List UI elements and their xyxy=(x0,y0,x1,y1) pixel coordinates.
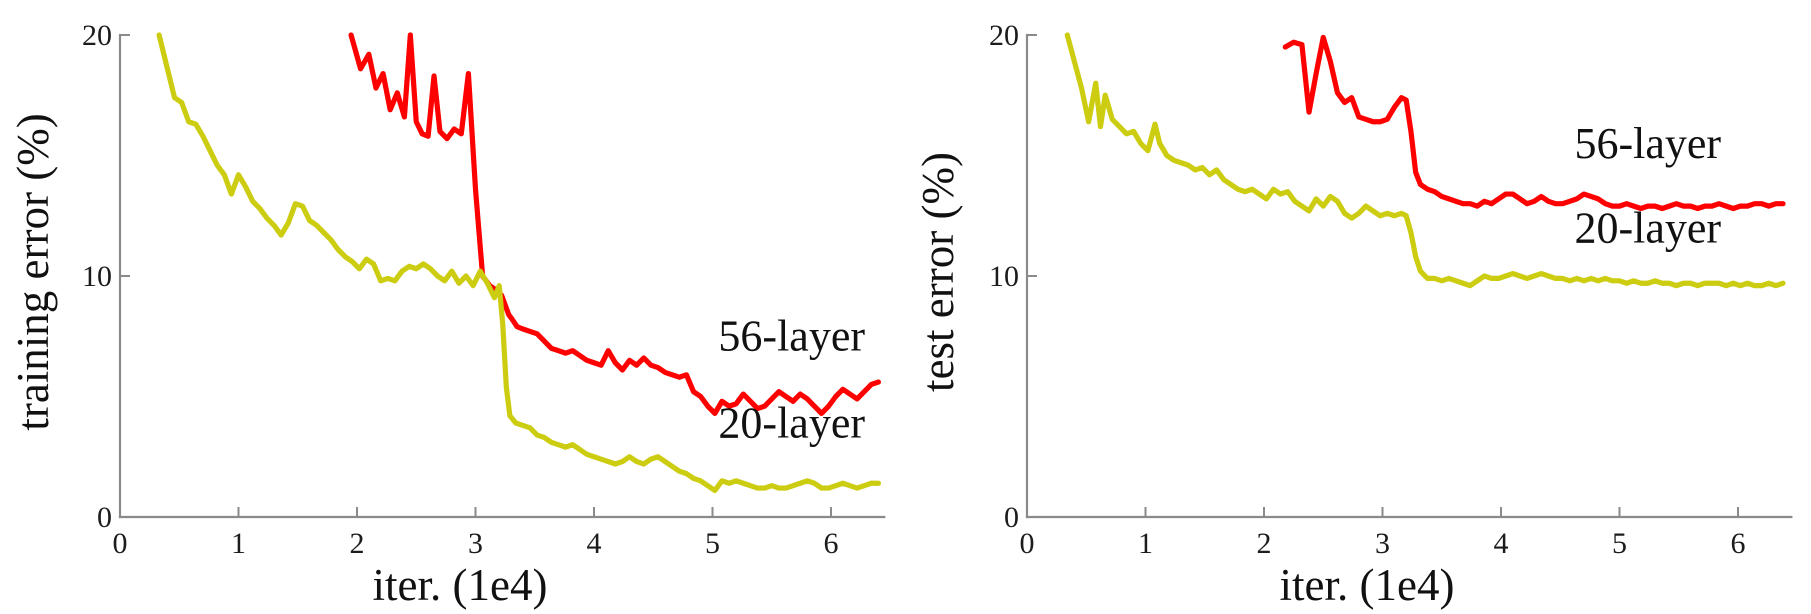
y-tick-label: 0 xyxy=(97,501,112,534)
x-axis-title: iter. (1e4) xyxy=(1280,560,1455,610)
x-tick-label: 2 xyxy=(350,527,365,560)
y-tick-label: 10 xyxy=(82,260,112,293)
x-tick-label: 3 xyxy=(468,527,483,560)
x-axis-title: iter. (1e4) xyxy=(373,560,548,610)
y-axis-title: test error (%) xyxy=(913,152,963,392)
y-tick-label: 20 xyxy=(82,19,112,52)
training-error-chart: 0 10 20 0 1 2 3 4 5 6 56-layer 20-layer iter. (1e4) t… xyxy=(8,19,886,610)
test-error-chart: 0 10 20 0 1 2 3 4 5 6 56-layer 20-layer iter. (1e4) t… xyxy=(913,19,1793,610)
training-error-panel: 0 10 20 0 1 2 3 4 5 6 56-layer 20-layer iter. (1e4) t… xyxy=(0,0,905,614)
x-tick-label: 4 xyxy=(1494,527,1509,560)
x-tick-label: 6 xyxy=(1731,527,1746,560)
series-line-20-layer xyxy=(156,32,881,494)
series-line-56-layer xyxy=(348,32,881,416)
x-tick-label: 5 xyxy=(705,527,720,560)
y-axis-title: training error (%) xyxy=(8,113,58,430)
x-tick-label: 0 xyxy=(113,527,128,560)
y-tick-label: 20 xyxy=(989,19,1019,52)
series-annotation-56-layer: 56-layer xyxy=(1574,119,1721,168)
x-tick-label: 1 xyxy=(1138,527,1153,560)
x-tick-label: 2 xyxy=(1257,527,1272,560)
x-tick-label: 0 xyxy=(1020,527,1035,560)
series-line-56-layer xyxy=(1282,34,1786,212)
series-annotation-56-layer: 56-layer xyxy=(718,312,865,361)
y-tick-label: 0 xyxy=(1004,501,1019,534)
x-tick-label: 5 xyxy=(1612,527,1627,560)
series-line-20-layer xyxy=(1064,32,1786,289)
x-tick-label: 3 xyxy=(1375,527,1390,560)
series-annotation-20-layer: 20-layer xyxy=(1574,203,1721,252)
x-tick-label: 6 xyxy=(824,527,839,560)
y-tick-label: 10 xyxy=(989,260,1019,293)
x-tick-label: 4 xyxy=(587,527,602,560)
x-tick-label: 1 xyxy=(231,527,246,560)
test-error-panel: 0 10 20 0 1 2 3 4 5 6 56-layer 20-layer iter. (1e4) t… xyxy=(905,0,1811,614)
series-annotation-20-layer: 20-layer xyxy=(718,398,865,447)
